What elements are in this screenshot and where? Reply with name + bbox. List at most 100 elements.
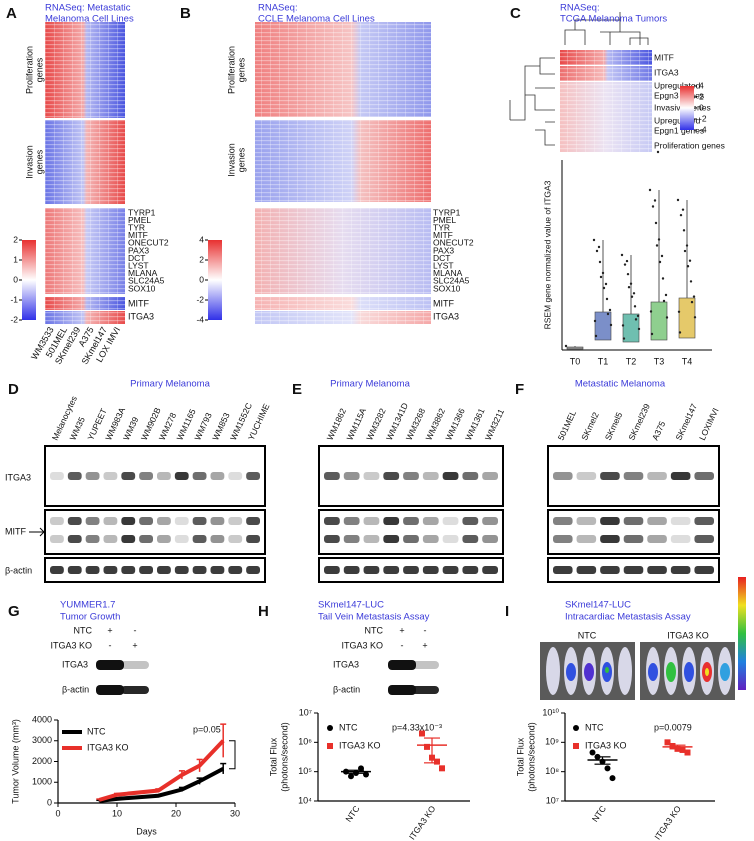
panel-letter: F [515, 381, 524, 398]
band [576, 472, 597, 480]
row-label: Epgn1 genes [654, 125, 704, 135]
band [694, 566, 714, 574]
x-tick-label: T3 [654, 356, 665, 366]
legend-label: NTC [585, 722, 604, 732]
point [685, 244, 689, 247]
band [670, 535, 691, 543]
point [660, 254, 664, 258]
band [324, 517, 340, 525]
band [50, 472, 64, 480]
band [228, 535, 243, 543]
y-tick-label: 2000 [32, 756, 52, 766]
band [482, 517, 498, 525]
dendrogram [564, 12, 649, 45]
x-tick-label: NTC [343, 804, 361, 824]
band [103, 566, 118, 574]
y-tick-label: 10⁵ [298, 766, 312, 776]
legend-label: ITGA3 KO [585, 740, 627, 750]
y-tick-label: 10⁴ [298, 795, 312, 805]
band [482, 535, 498, 543]
point [592, 238, 596, 242]
legend-marker [327, 743, 333, 749]
gene-label: PMEL [128, 215, 151, 225]
band [121, 566, 136, 574]
point [363, 771, 369, 778]
band [383, 535, 400, 543]
lane-label: A375 [650, 419, 668, 441]
point [679, 213, 683, 217]
band [553, 566, 573, 574]
gene-label: PMEL [433, 215, 456, 225]
y-axis-label: Total Flux [515, 737, 525, 776]
row-label: MITF [433, 298, 454, 308]
legend-marker [573, 725, 579, 731]
band [422, 472, 439, 480]
band [462, 517, 479, 525]
condition-label: NTC [365, 625, 384, 635]
band [343, 566, 360, 574]
band [442, 535, 459, 543]
band [442, 566, 459, 574]
band [343, 517, 360, 525]
heatmap-a [45, 22, 125, 324]
point [677, 310, 681, 313]
row-label: MITF [5, 526, 26, 536]
box [650, 301, 668, 341]
gene-label: MITF [433, 230, 453, 240]
point [664, 293, 668, 297]
lane-label: WM3211 [483, 407, 506, 442]
condition-label: ITGA3 KO [50, 640, 92, 650]
box [594, 311, 612, 341]
band [576, 535, 597, 543]
band [403, 517, 419, 525]
point [651, 205, 655, 208]
band-label: ITGA3 [333, 659, 359, 669]
panel-title: RNASeq: Metastatic [45, 3, 131, 14]
band [576, 517, 597, 525]
colorbar [680, 86, 694, 130]
colorbar-label: -2 [699, 113, 707, 123]
point [348, 773, 354, 780]
band [246, 566, 260, 574]
point [439, 765, 445, 772]
x-tick-label: T0 [570, 356, 581, 366]
panel-title: Melanoma Cell Lines [45, 14, 134, 25]
point [654, 221, 658, 225]
point [636, 314, 640, 318]
legend-label: NTC [339, 722, 358, 732]
row-label: Proliferation genes [654, 140, 725, 150]
band [228, 472, 243, 480]
row-label: ITGA3 [5, 472, 31, 482]
y-tick-label: 10⁹ [545, 737, 559, 747]
y-tick-label: 3000 [32, 735, 52, 745]
line [98, 739, 225, 802]
band [139, 566, 153, 574]
heat-texture [255, 22, 431, 324]
panel-title: Primary Melanoma [330, 379, 410, 390]
band [388, 660, 416, 670]
point [625, 259, 629, 263]
colorbar [208, 240, 222, 320]
point [602, 286, 606, 290]
band [174, 566, 189, 574]
band [210, 535, 225, 543]
panel-title: CCLE Melanoma Cell Lines [258, 14, 375, 25]
lane-label: WM35 [68, 415, 88, 442]
condition-label: NTC [74, 625, 93, 635]
blot-frame [318, 509, 504, 555]
point [676, 198, 680, 202]
colorbar-label: 0 [13, 274, 18, 284]
band [482, 566, 498, 574]
band [157, 535, 171, 543]
panel-letter: A [6, 5, 17, 22]
band [694, 472, 714, 480]
band [422, 517, 439, 525]
condition-mark: - [401, 640, 404, 650]
panel-title: SKmel147-LUC [565, 600, 631, 611]
panel-title: RNASeq: [560, 3, 600, 14]
panel-letter: G [8, 603, 20, 620]
box [622, 313, 640, 343]
gene-label: TYR [128, 222, 145, 232]
band [363, 517, 380, 525]
